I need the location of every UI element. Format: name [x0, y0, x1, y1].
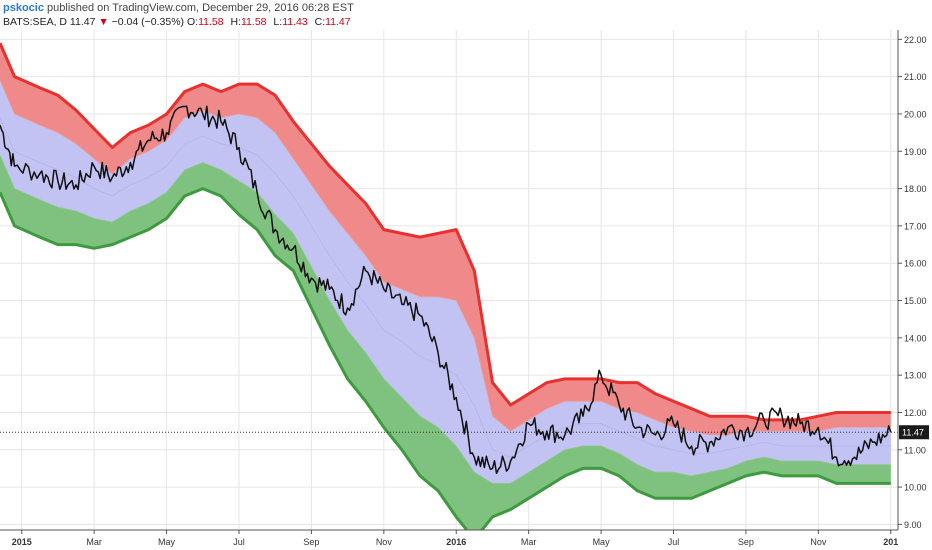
quote-line: BATS:SEA, D 11.47 ▼ −0.04 (−0.35%) O:11.…	[3, 16, 355, 28]
price-series	[0, 105, 892, 475]
x-tick-label: Mar	[86, 537, 102, 547]
x-tick-label: Mar	[521, 537, 537, 547]
y-tick-label: 18.00	[904, 184, 927, 194]
y-tick-label: 17.00	[904, 221, 927, 231]
lower-inner-line	[0, 154, 891, 484]
low-value: 11.43	[282, 16, 308, 28]
open-label: O:	[186, 16, 199, 28]
last-price-badge	[899, 425, 929, 440]
y-tick-label: 13.00	[904, 371, 927, 381]
x-tick-label: Jul	[668, 537, 680, 547]
chart-axes: 9.00 10.00 11.00 12.00 13.00 14.00 15.00 16.00 1…	[0, 30, 932, 550]
price-line	[0, 105, 892, 475]
y-tick-label: 15.00	[904, 296, 927, 306]
y-tick-label: 21.00	[904, 72, 927, 82]
lower-band-line	[0, 187, 891, 541]
y-tick-label: 22.00	[904, 35, 927, 45]
y-tick-label: 11.00	[904, 445, 926, 455]
upper-band-fill	[0, 43, 891, 435]
x-tick-label: 201	[883, 537, 898, 547]
x-tick-label: 2016	[446, 537, 466, 547]
y-tick-label: 12.00	[904, 408, 927, 418]
low-label: L:	[273, 16, 283, 28]
publish-line: pskocic published on TradingView.com, De…	[3, 2, 354, 14]
published-text: published on TradingView.com, December 2…	[47, 2, 354, 14]
down-arrow-icon: ▼	[98, 16, 109, 28]
x-tick-label: May	[593, 537, 611, 547]
y-tick-label: 10.00	[904, 483, 927, 493]
middle-band-fill	[0, 80, 891, 484]
close-value: 11.47	[325, 16, 351, 28]
last-price-badge-label: 11.47	[902, 428, 924, 438]
x-tick-label: Nov	[376, 537, 393, 547]
x-tick-label: 2015	[12, 537, 32, 547]
y-axis-area	[898, 30, 932, 530]
y-tick-label: 20.00	[904, 109, 927, 119]
x-tick-label: Sep	[738, 537, 754, 547]
y-tick-label: 16.00	[904, 259, 927, 269]
high-value: 11.58	[241, 16, 267, 28]
close-label: C:	[314, 16, 326, 28]
upper-inner-line	[0, 80, 891, 436]
price-change: −0.04 (−0.35%)	[111, 16, 185, 28]
x-tick-label: Jul	[233, 537, 245, 547]
x-tick-label: May	[158, 537, 176, 547]
y-tick-label: 14.00	[904, 333, 927, 343]
chart-header: pskocic published on TradingView.com, De…	[3, 0, 703, 30]
lower-band-fill	[0, 155, 891, 540]
y-tick-label: 9.00	[904, 520, 922, 530]
upper-band-line	[0, 42, 891, 422]
author-link[interactable]: pskocic	[3, 2, 44, 14]
open-value: 11.58	[198, 16, 224, 28]
last-price: 11.47	[69, 16, 96, 28]
x-tick-label: Sep	[303, 537, 319, 547]
x-tick-label: Nov	[810, 537, 827, 547]
y-tick-label: 19.00	[904, 147, 927, 157]
x-axis-area	[0, 530, 932, 550]
high-label: H:	[230, 16, 242, 28]
symbol-label: BATS:SEA, D	[3, 16, 67, 28]
